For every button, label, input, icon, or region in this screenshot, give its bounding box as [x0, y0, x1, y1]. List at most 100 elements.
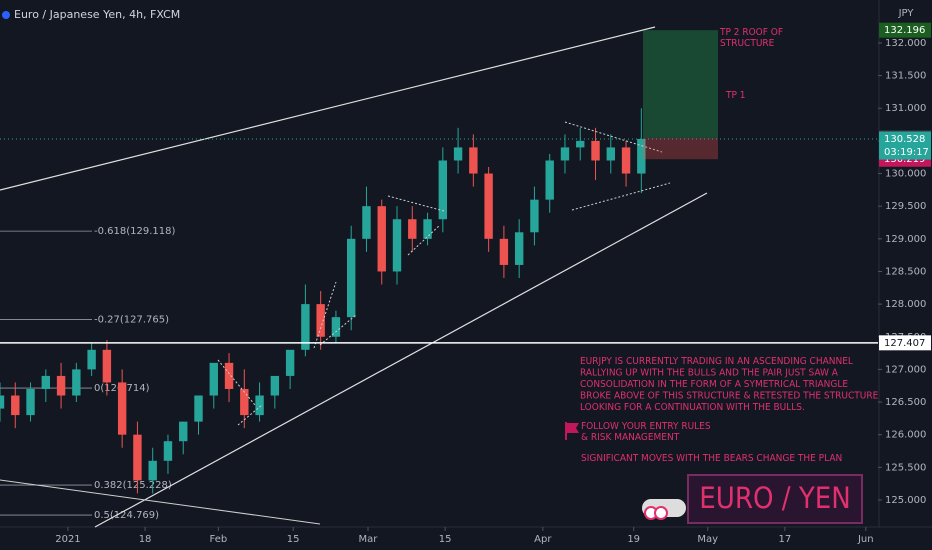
candle-body [530, 199, 539, 233]
y-tick-label: 126.500 [885, 397, 926, 408]
triangle-lower [571, 182, 671, 211]
candle-body [545, 160, 554, 200]
fib-label: -0.27(127.765) [94, 314, 169, 325]
y-tick-label: 131.500 [885, 71, 926, 82]
triangle-upper [564, 121, 663, 153]
x-tick-label: 2021 [55, 534, 80, 545]
flag-pole [565, 422, 567, 440]
candle-body [423, 219, 432, 239]
candle-body [637, 138, 646, 174]
candle-body [41, 375, 51, 389]
candle-body [117, 382, 127, 435]
candle-body [362, 206, 371, 239]
candle-body [377, 206, 386, 272]
candle-body [26, 388, 35, 416]
banner-text: EURO / YEN [699, 481, 851, 515]
y-tick-label: 127.000 [885, 364, 926, 375]
candle-body [576, 140, 585, 148]
candle-body [408, 219, 417, 239]
x-tick-label: 15 [439, 534, 452, 545]
annotation: LOOKING FOR A CONTINUATION WITH THE BULL… [580, 402, 805, 413]
candle-body [301, 304, 310, 350]
candle-body [11, 395, 20, 416]
event-icon[interactable] [654, 506, 668, 520]
annotation: & RISK MANAGEMENT [581, 432, 680, 443]
y-tick-label: 128.000 [885, 299, 926, 310]
annotation: BROKE ABOVE OF THIS STRUCTURE & RETESTED… [580, 391, 879, 402]
candle-body [347, 238, 356, 318]
candle-body [56, 375, 66, 396]
candle-body [240, 388, 249, 416]
price-badge-label: 127.407 [884, 338, 925, 349]
candle-body [194, 395, 203, 422]
x-tick-label: 15 [287, 534, 300, 545]
x-tick-label: Jun [857, 534, 874, 545]
banner-box [687, 474, 863, 524]
candle-body [179, 421, 188, 442]
plot: -0.618(129.118)-0.27(127.765)0(126.714)0… [0, 108, 646, 521]
channel-lower [94, 192, 708, 528]
candle-body [87, 349, 96, 370]
x-tick-label: Apr [534, 534, 552, 545]
fib-label: -0.618(129.118) [94, 226, 175, 237]
channel-upper [0, 26, 656, 191]
candle-body [514, 232, 524, 265]
candle-body [331, 317, 341, 337]
price-badge [879, 335, 931, 351]
candle-body [133, 434, 142, 481]
annotation: TP 2 ROOF OF [719, 27, 783, 38]
triangle-upper [217, 359, 256, 406]
flag [567, 423, 579, 433]
triangle-upper [387, 195, 445, 212]
candle-body [163, 441, 173, 461]
candle-body [224, 362, 234, 389]
candle-body [255, 395, 264, 416]
target-zone [643, 30, 718, 138]
candle-body [270, 375, 280, 396]
annotation: RALLYING UP WITH THE BULLS AND THE PAIR … [580, 368, 839, 379]
fib-label: 0.382(125.228) [94, 480, 172, 491]
x-tick-label: Feb [209, 534, 227, 545]
x-tick-label: Mar [359, 534, 379, 545]
candle-body [392, 219, 402, 272]
triangle-lower [237, 404, 263, 426]
chart-title: Euro / Japanese Yen, 4h, FXCM [14, 8, 180, 21]
x-tick-label: May [697, 534, 718, 545]
x-tick-label: 17 [778, 534, 791, 545]
candle-body [560, 147, 570, 161]
annotation: STRUCTURE [720, 38, 775, 49]
annotation: SIGNIFICANT MOVES WITH THE BEARS CHANGE … [581, 453, 842, 464]
candle-body [606, 147, 615, 161]
fib-label: 0.5(124.769) [94, 510, 159, 521]
currency-label[interactable]: JPY [898, 8, 915, 19]
annotation: TP 1 [725, 90, 746, 101]
candle-body [453, 147, 463, 161]
y-tick-label: 129.000 [885, 234, 926, 245]
y-tick-label: 130.000 [885, 169, 926, 180]
candle-body [591, 140, 600, 161]
candle-body [148, 460, 157, 481]
price-badge-label: 130.528 [884, 134, 925, 145]
y-tick-label: 128.500 [885, 266, 926, 277]
x-tick-label: 18 [139, 534, 152, 545]
y-tick-label: 129.500 [885, 201, 926, 212]
y-tick-label: 126.000 [885, 430, 926, 441]
countdown-label: 03:19:17 [884, 147, 929, 158]
candle-body [438, 160, 448, 220]
annotation: FOLLOW YOUR ENTRY RULES [581, 421, 711, 432]
x-tick-label: 19 [627, 534, 640, 545]
trend-line [0, 479, 321, 525]
price-badge [879, 22, 931, 38]
triangle-lower [407, 224, 441, 256]
triangle-upper [313, 281, 337, 349]
candle-body [499, 238, 509, 265]
annotation: CONSOLIDATION IN THE FORM OF A SYMETRICA… [580, 379, 848, 390]
triangles [217, 121, 671, 426]
annotation: EURJPY IS CURRENTLY TRADING IN AN ASCEND… [580, 356, 853, 367]
symbol-icon [2, 11, 10, 19]
y-tick-label: 125.500 [885, 462, 926, 473]
candle-body [102, 349, 112, 383]
candle-body [285, 349, 295, 376]
candle-body [0, 395, 5, 409]
